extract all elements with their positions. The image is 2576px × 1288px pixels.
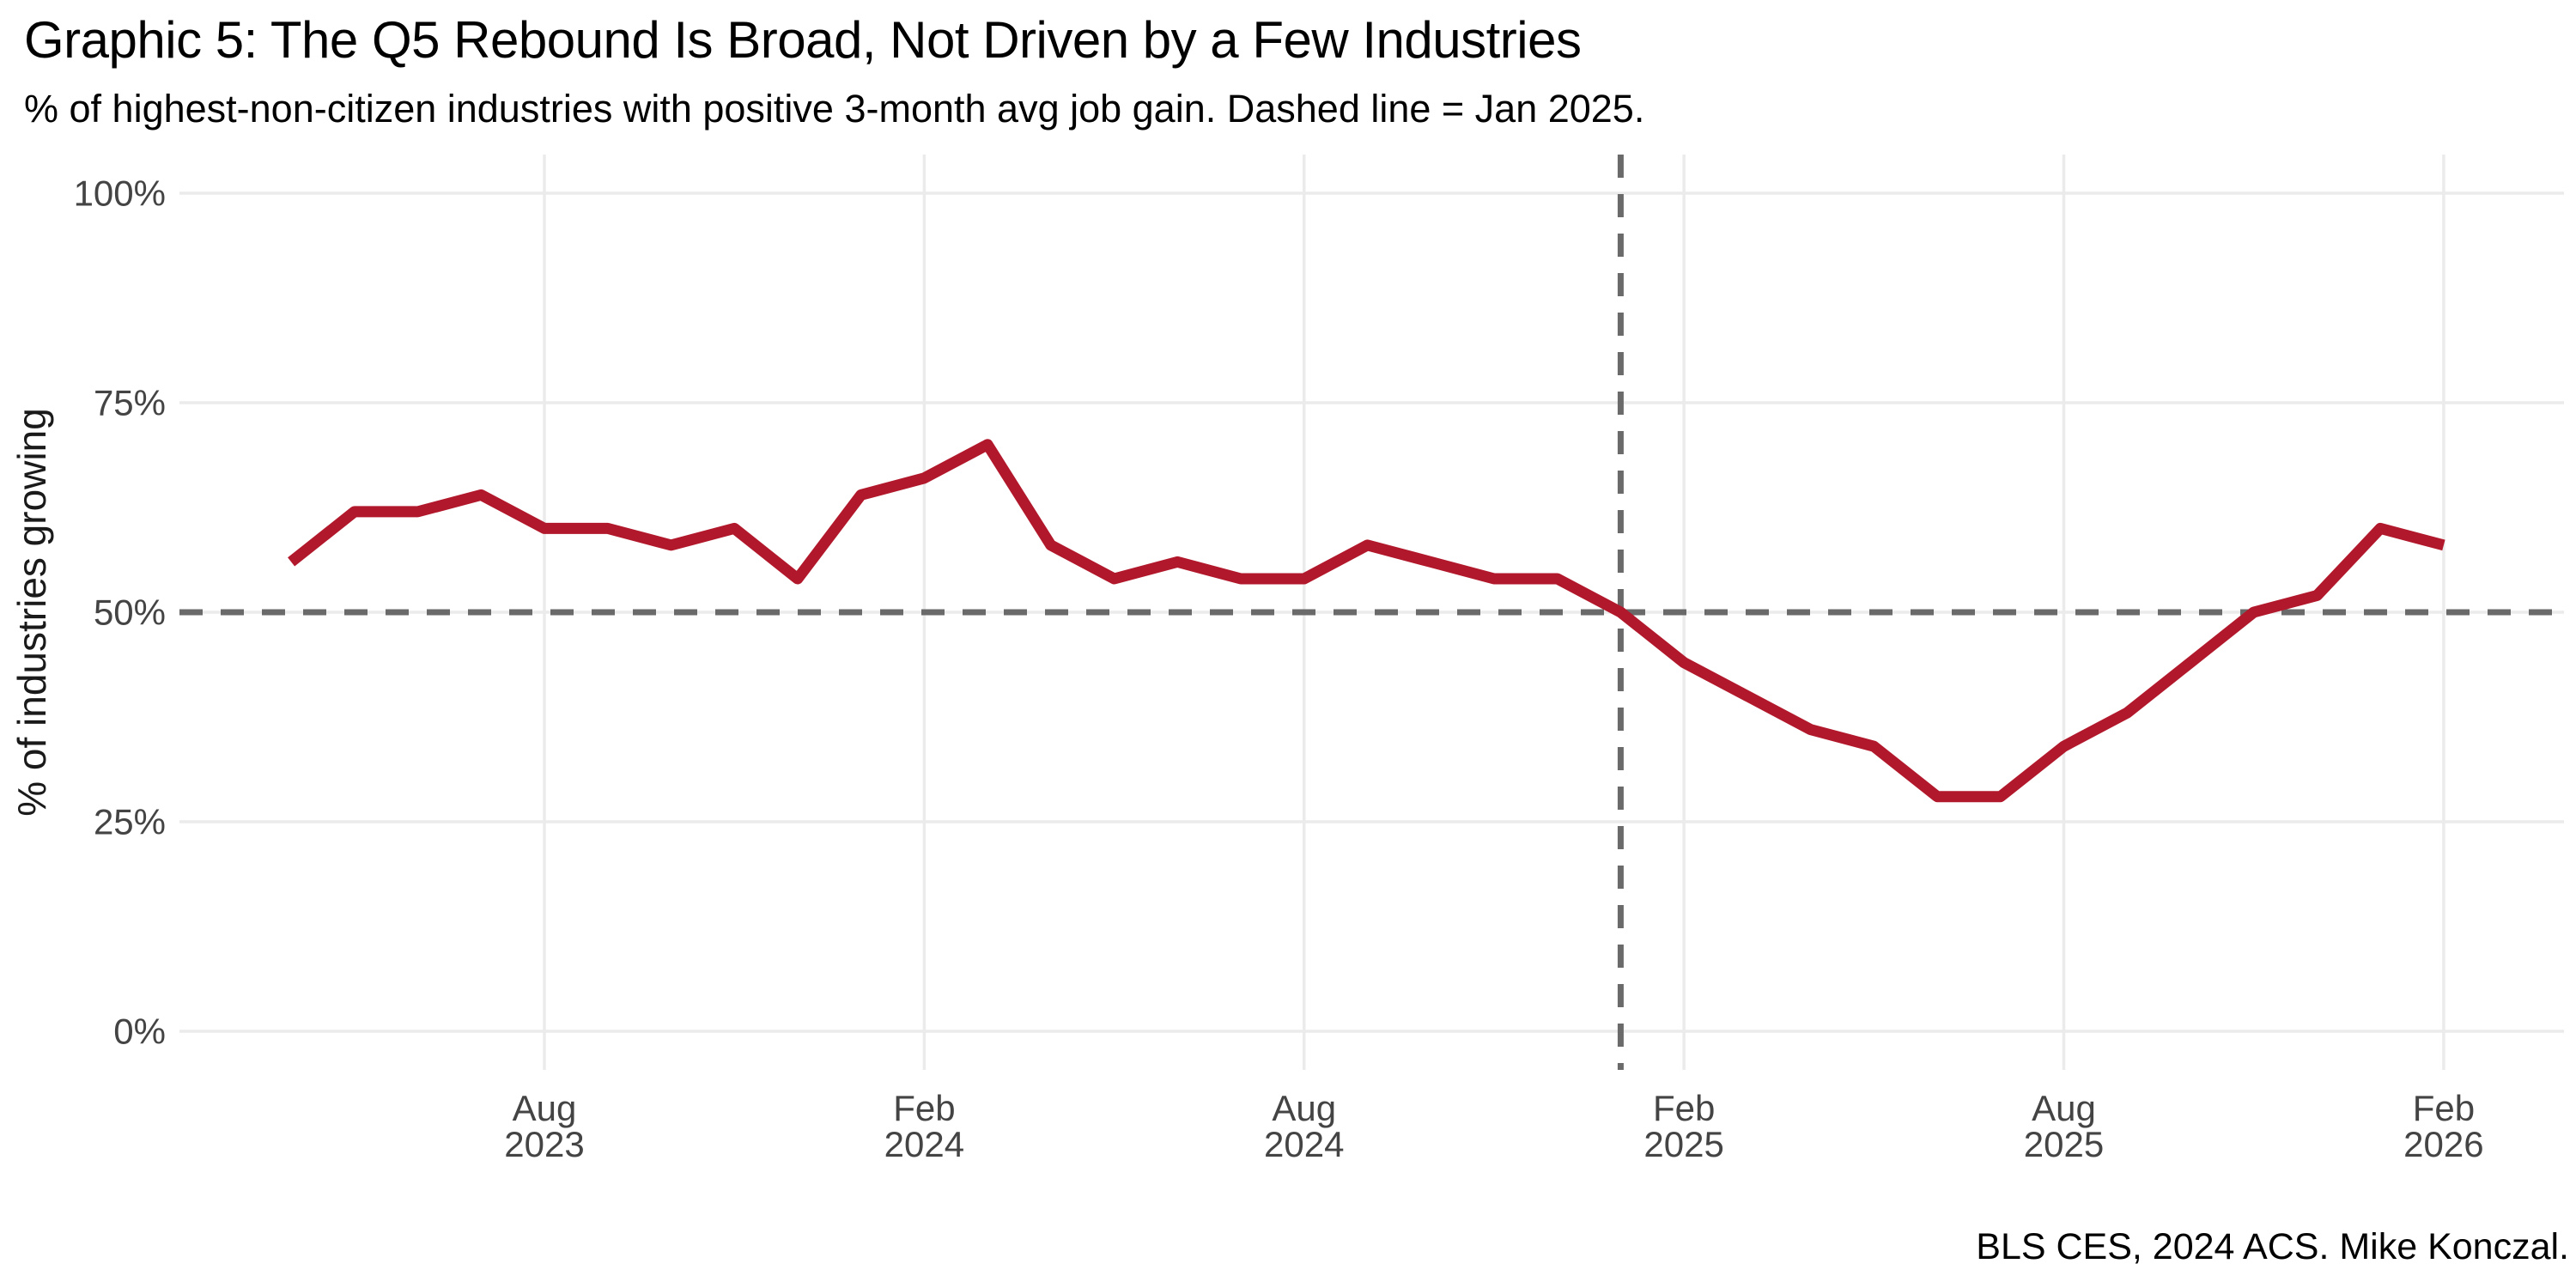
y-tick-label: 25%: [94, 802, 166, 842]
y-tick-label: 50%: [94, 592, 166, 633]
x-tick-label: Aug 2024: [1264, 1088, 1344, 1164]
y-tick-label: 100%: [74, 173, 166, 214]
x-tick-label: Feb 2026: [2403, 1088, 2483, 1164]
x-tick-label: Feb 2025: [1643, 1088, 1723, 1164]
x-tick-label: Aug 2025: [2024, 1088, 2104, 1164]
series-line: [288, 439, 2445, 803]
x-axis-tick-labels: Aug 2023 Feb 2024 Aug 2024 Feb 2025 Aug 2025 Feb 20…: [504, 1088, 2483, 1164]
y-tick-label: 0%: [113, 1012, 166, 1052]
page-subtitle: % of highest-non-citizen industries with…: [24, 87, 1645, 131]
x-tick-label: Aug 2023: [504, 1088, 584, 1164]
x-tick-label: Feb 2024: [884, 1088, 964, 1164]
y-axis-tick-labels: 0% 25% 50% 75% 100%: [74, 173, 166, 1052]
y-tick-label: 75%: [94, 383, 166, 423]
data-series: [288, 439, 2445, 803]
source-caption: BLS CES, 2024 ACS. Mike Konczal.: [1976, 1226, 2569, 1267]
page-title: Graphic 5: The Q5 Rebound Is Broad, Not …: [24, 11, 1582, 69]
